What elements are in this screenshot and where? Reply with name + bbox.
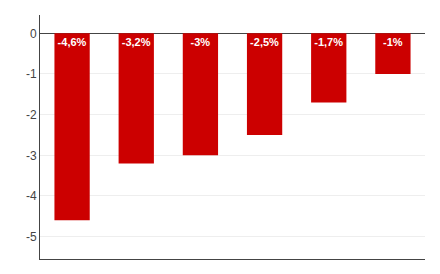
svg-text:-2,5%: -2,5% (250, 36, 279, 48)
svg-text:-5: -5 (26, 230, 37, 244)
svg-text:-1%: -1% (383, 36, 403, 48)
svg-text:-4: -4 (26, 189, 37, 203)
svg-text:-3,2%: -3,2% (122, 36, 151, 48)
svg-text:-2: -2 (26, 108, 37, 122)
svg-text:-1,7%: -1,7% (314, 36, 343, 48)
svg-text:-3%: -3% (191, 36, 211, 48)
svg-text:-4,6%: -4,6% (58, 36, 87, 48)
svg-text:-1: -1 (26, 67, 37, 81)
svg-text:0: 0 (30, 27, 37, 41)
svg-text:-3: -3 (26, 149, 37, 163)
